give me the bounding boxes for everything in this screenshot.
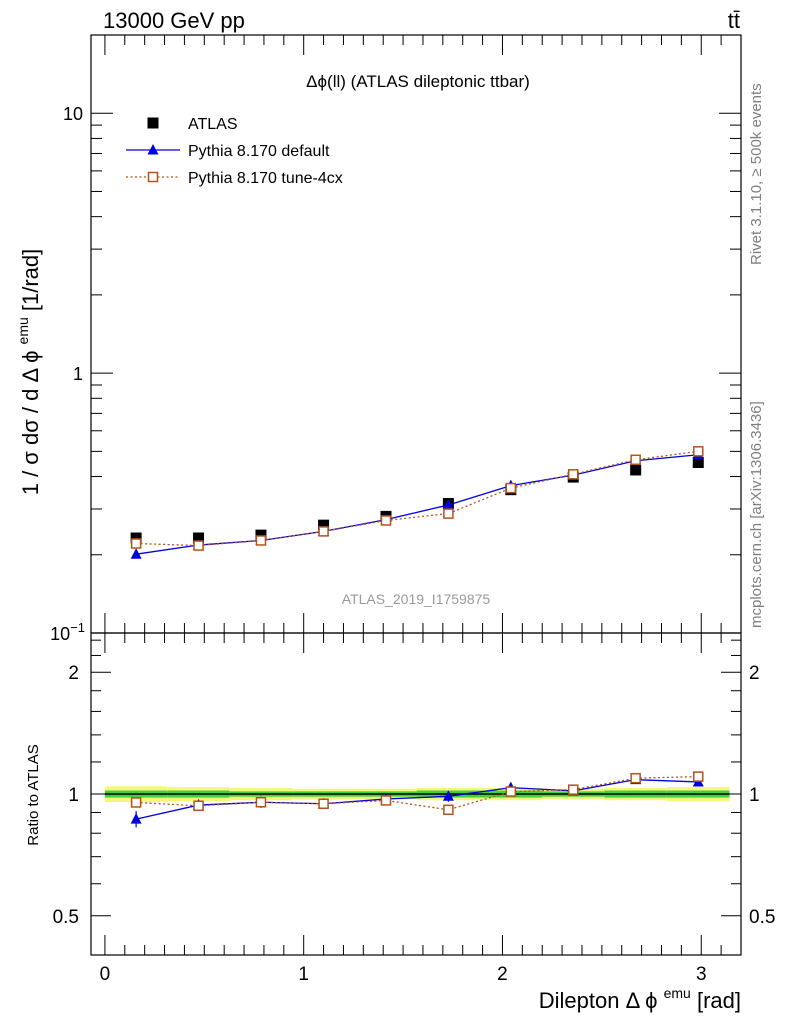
- x-axis-label: Dilepton Δ ϕ emu [rad]: [539, 978, 741, 1013]
- side-label-mcplots: mcplots.cern.ch [arXiv:1306.3436]: [748, 401, 765, 628]
- y-axis-label-ratio: Ratio to ATLAS: [25, 744, 42, 845]
- ratio-y-tick-label-right: 1: [749, 785, 760, 806]
- y-tick-label-base: 10: [50, 624, 70, 644]
- legend-entry: ATLAS: [147, 116, 238, 133]
- data-point-series-2: [567, 469, 579, 480]
- ratio-point-series-1: [255, 797, 267, 808]
- data-point-series-0: [318, 519, 330, 531]
- y-axis-label-text: 1 / σ dσ / d Δ ϕ: [18, 351, 43, 496]
- x-axis-label-text: Dilepton Δ ϕ: [539, 988, 658, 1013]
- y-tick-label: 10: [63, 104, 83, 124]
- legend-entry: Pythia 8.170 tune-4cx: [126, 170, 343, 187]
- data-point-series-2: [693, 446, 704, 457]
- main-title: Δϕ(ll) (ATLAS dileptonic ttbar): [306, 72, 530, 91]
- ratio-y-tick-label-right: 2: [749, 663, 760, 684]
- header-process: 13000 GeV pp: [103, 8, 245, 33]
- legend: ATLAS Pythia 8.170 default Pythia 8.170 tu…: [126, 116, 343, 187]
- y-axis-label-main: 1 / σ dσ / d Δ ϕ emu [1/rad]: [8, 249, 43, 496]
- data-point-series-2: [443, 508, 454, 519]
- data-point-series-0: [630, 464, 642, 476]
- ratio-line-0: [135, 779, 699, 820]
- ratio-point-series-1: [380, 795, 392, 806]
- ratio-point-series-1: [443, 804, 454, 816]
- ratio-y-tick-label-right: 0.5: [749, 907, 775, 928]
- y-tick-label: 1: [73, 364, 83, 384]
- ratio-panel: 0 1 2 3 0.5 0.5 1 1 2 2: [53, 632, 775, 985]
- x-axis-label-unit: [rad]: [697, 988, 741, 1013]
- ratio-point-series-1: [693, 771, 704, 782]
- analysis-watermark: ATLAS_2019_I1759875: [342, 591, 491, 607]
- ratio-y-tick-label-left: 1: [68, 785, 79, 806]
- series-line-2: [136, 450, 699, 547]
- x-tick-label: 2: [497, 964, 508, 985]
- legend-label: Pythia 8.170 tune-4cx: [188, 170, 343, 187]
- series-line-1: [136, 454, 699, 555]
- data-point-series-1: [442, 498, 454, 510]
- header-final-state: tt̄: [728, 8, 740, 33]
- side-label-rivet: Rivet 3.1.10, ≥ 500k events: [748, 83, 765, 265]
- data-point-series-1: [130, 548, 142, 559]
- ratio-point-series-1: [318, 798, 329, 810]
- x-tick-label: 3: [696, 964, 707, 985]
- data-point-series-2: [130, 538, 142, 549]
- data-point-series-0: [130, 532, 142, 544]
- data-point-series-0: [692, 456, 704, 468]
- y-axis-label-unit: [1/rad]: [18, 249, 43, 311]
- ratio-point-series-1: [505, 786, 517, 797]
- legend-marker: [147, 144, 159, 155]
- data-point-series-2: [255, 535, 267, 546]
- data-point-series-2: [380, 515, 392, 526]
- ratio-point-series-0: [130, 813, 142, 824]
- x-tick-label: 1: [298, 964, 309, 985]
- y-axis-label-sup: emu: [15, 317, 31, 344]
- legend-marker: [147, 171, 159, 183]
- data-point-series-0: [193, 532, 205, 544]
- legend-label: ATLAS: [188, 116, 238, 133]
- legend-label: Pythia 8.170 default: [188, 143, 330, 160]
- legend-entry: Pythia 8.170 default: [126, 143, 330, 160]
- data-point-series-2: [505, 482, 517, 494]
- ratio-point-series-1: [567, 784, 579, 795]
- ratio-point-series-0: [442, 790, 454, 801]
- data-point-series-2: [630, 454, 641, 466]
- ratio-point-series-1: [193, 800, 204, 812]
- x-axis-label-sup: emu: [664, 985, 691, 1001]
- ratio-y-tick-label-left: 2: [68, 663, 79, 684]
- ratio-point-series-1: [130, 797, 142, 808]
- y-tick-label-exp: −1: [70, 620, 85, 635]
- y-tick-label: 10−1: [50, 620, 85, 644]
- data-point-series-2: [193, 540, 204, 551]
- ratio-y-tick-label-left: 0.5: [53, 907, 79, 928]
- legend-marker: [147, 117, 159, 129]
- x-tick-label: 0: [100, 964, 111, 985]
- svg-text:1 / σ dσ / d Δ ϕ emu: 1 / σ dσ / d Δ ϕ emu [1/rad]: [8, 249, 43, 496]
- ratio-point-series-1: [630, 772, 641, 784]
- data-point-series-2: [318, 526, 329, 537]
